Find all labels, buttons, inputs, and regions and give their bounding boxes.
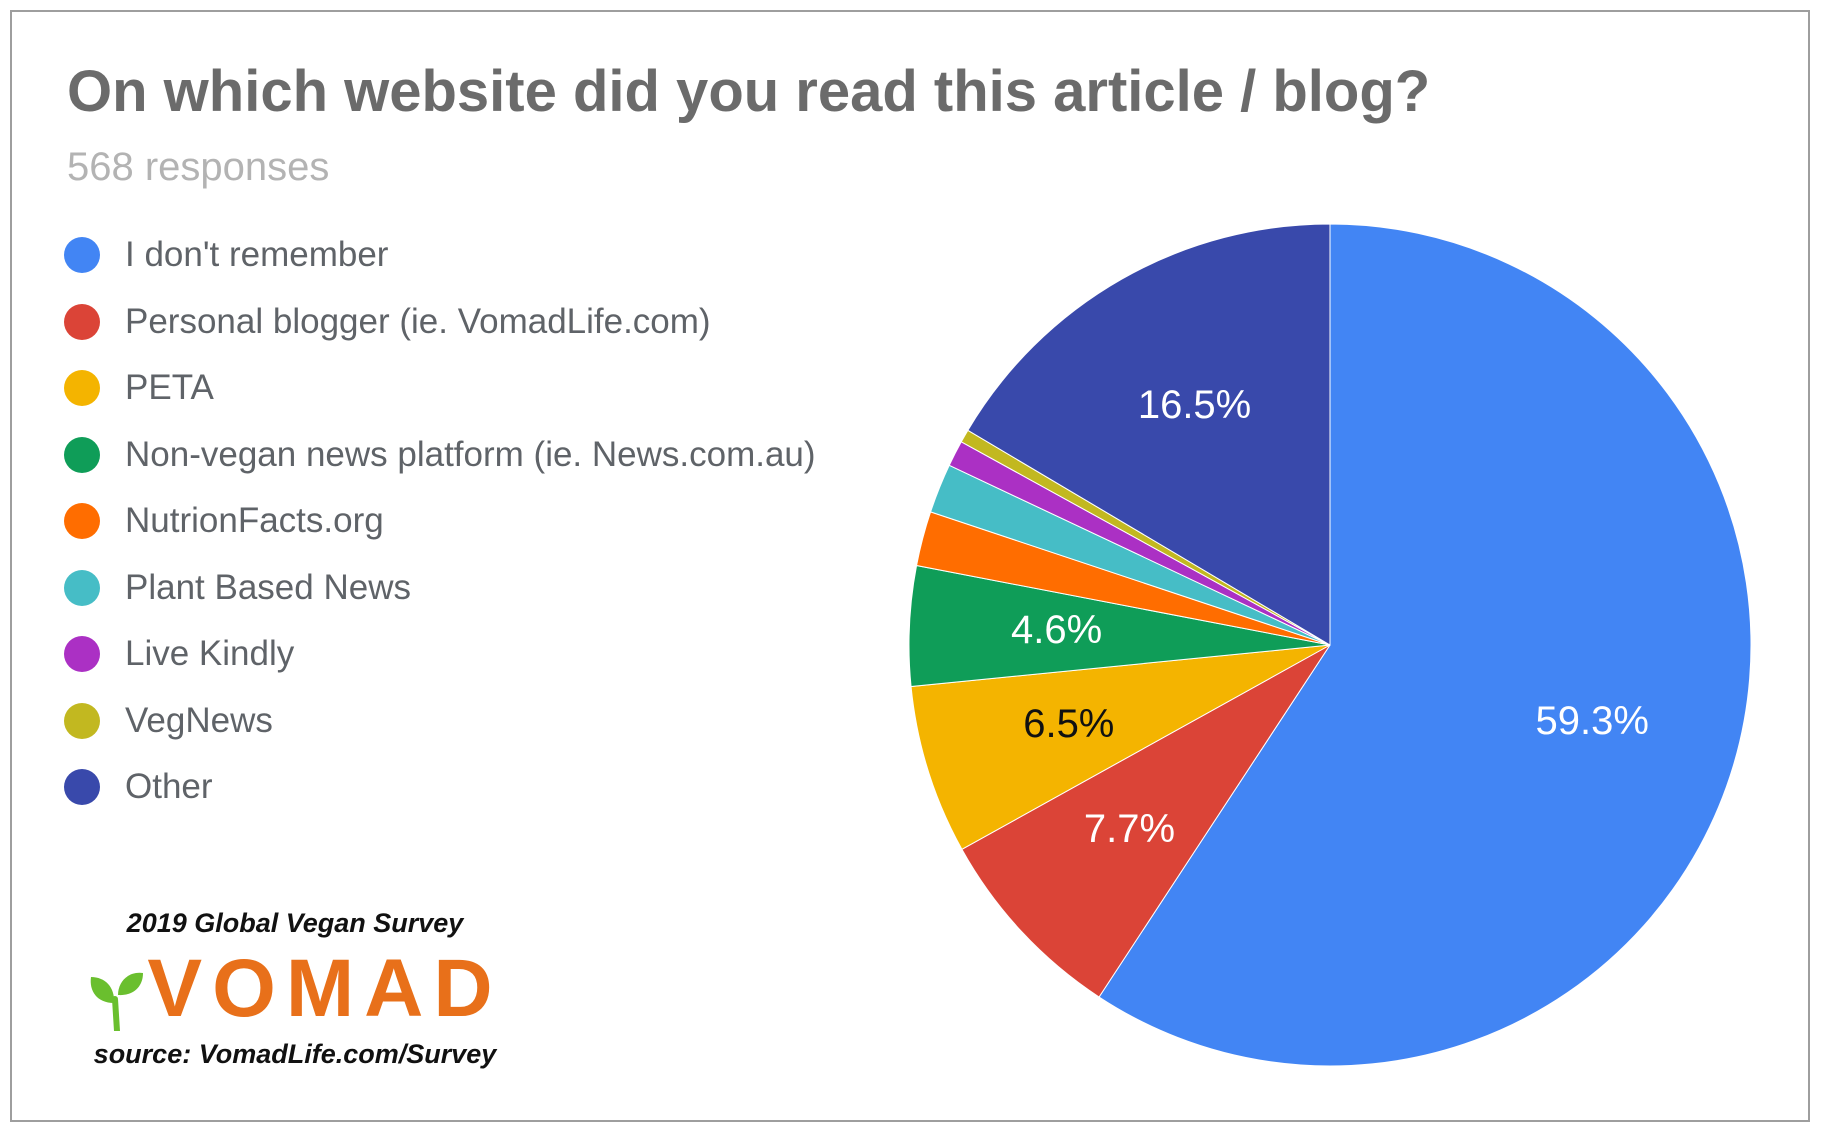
legend-item: Non-vegan news platform (ie. News.com.au… xyxy=(64,422,904,489)
pie-slice xyxy=(967,223,1331,646)
branding: 2019 Global Vegan Survey VOMAD source: V… xyxy=(70,908,520,1070)
legend-swatch xyxy=(64,303,100,340)
slice-value-label: 4.6% xyxy=(1011,608,1102,652)
vomad-logo: VOMAD xyxy=(70,947,520,1031)
pie-slice xyxy=(961,644,1331,998)
logo-text: VOMAD xyxy=(147,943,503,1034)
legend-label: Other xyxy=(125,767,213,807)
legend-label: NutrionFacts.org xyxy=(125,501,384,541)
legend-label: I don't remember xyxy=(125,235,389,275)
pie-slice xyxy=(910,644,1331,851)
legend-item: I don't remember xyxy=(64,222,904,289)
legend-label: VegNews xyxy=(125,700,273,740)
legend-swatch xyxy=(64,702,100,739)
slice-value-label: 59.3% xyxy=(1535,699,1648,743)
legend-swatch xyxy=(64,237,100,274)
legend-swatch xyxy=(64,636,100,673)
legend: I don't remember Personal blogger (ie. Vo… xyxy=(64,222,904,821)
legend-swatch xyxy=(64,503,100,540)
slice-value-label: 7.7% xyxy=(1084,807,1175,851)
legend-item: NutrionFacts.org xyxy=(64,488,904,555)
leaf-icon xyxy=(91,972,144,1031)
legend-swatch xyxy=(64,569,100,606)
legend-swatch xyxy=(64,370,100,407)
legend-item: PETA xyxy=(64,355,904,422)
survey-title: 2019 Global Vegan Survey xyxy=(126,908,464,938)
chart-title: On which website did you read this artic… xyxy=(67,59,1431,124)
legend-swatch xyxy=(64,769,100,806)
legend-label: Live Kindly xyxy=(125,634,295,674)
source-text: source: VomadLife.com/Survey xyxy=(93,1039,497,1069)
legend-label: PETA xyxy=(125,368,214,408)
legend-label: Non-vegan news platform (ie. News.com.au… xyxy=(125,434,816,474)
slice-value-label: 6.5% xyxy=(1023,702,1114,746)
legend-label: Plant Based News xyxy=(125,567,411,607)
legend-item: Other xyxy=(64,754,904,821)
legend-item: VegNews xyxy=(64,688,904,755)
legend-item: Live Kindly xyxy=(64,621,904,688)
pie-chart: 59.3% 7.7% 6.5% 4.6% 16.5% xyxy=(908,223,1752,1067)
legend-item: Plant Based News xyxy=(64,555,904,622)
legend-item: Personal blogger (ie. VomadLife.com) xyxy=(64,289,904,356)
response-count: 568 responses xyxy=(67,145,330,189)
pie-slice xyxy=(1098,223,1752,1067)
legend-swatch xyxy=(64,436,100,473)
legend-label: Personal blogger (ie. VomadLife.com) xyxy=(125,301,711,341)
slice-value-label: 16.5% xyxy=(1138,383,1251,427)
